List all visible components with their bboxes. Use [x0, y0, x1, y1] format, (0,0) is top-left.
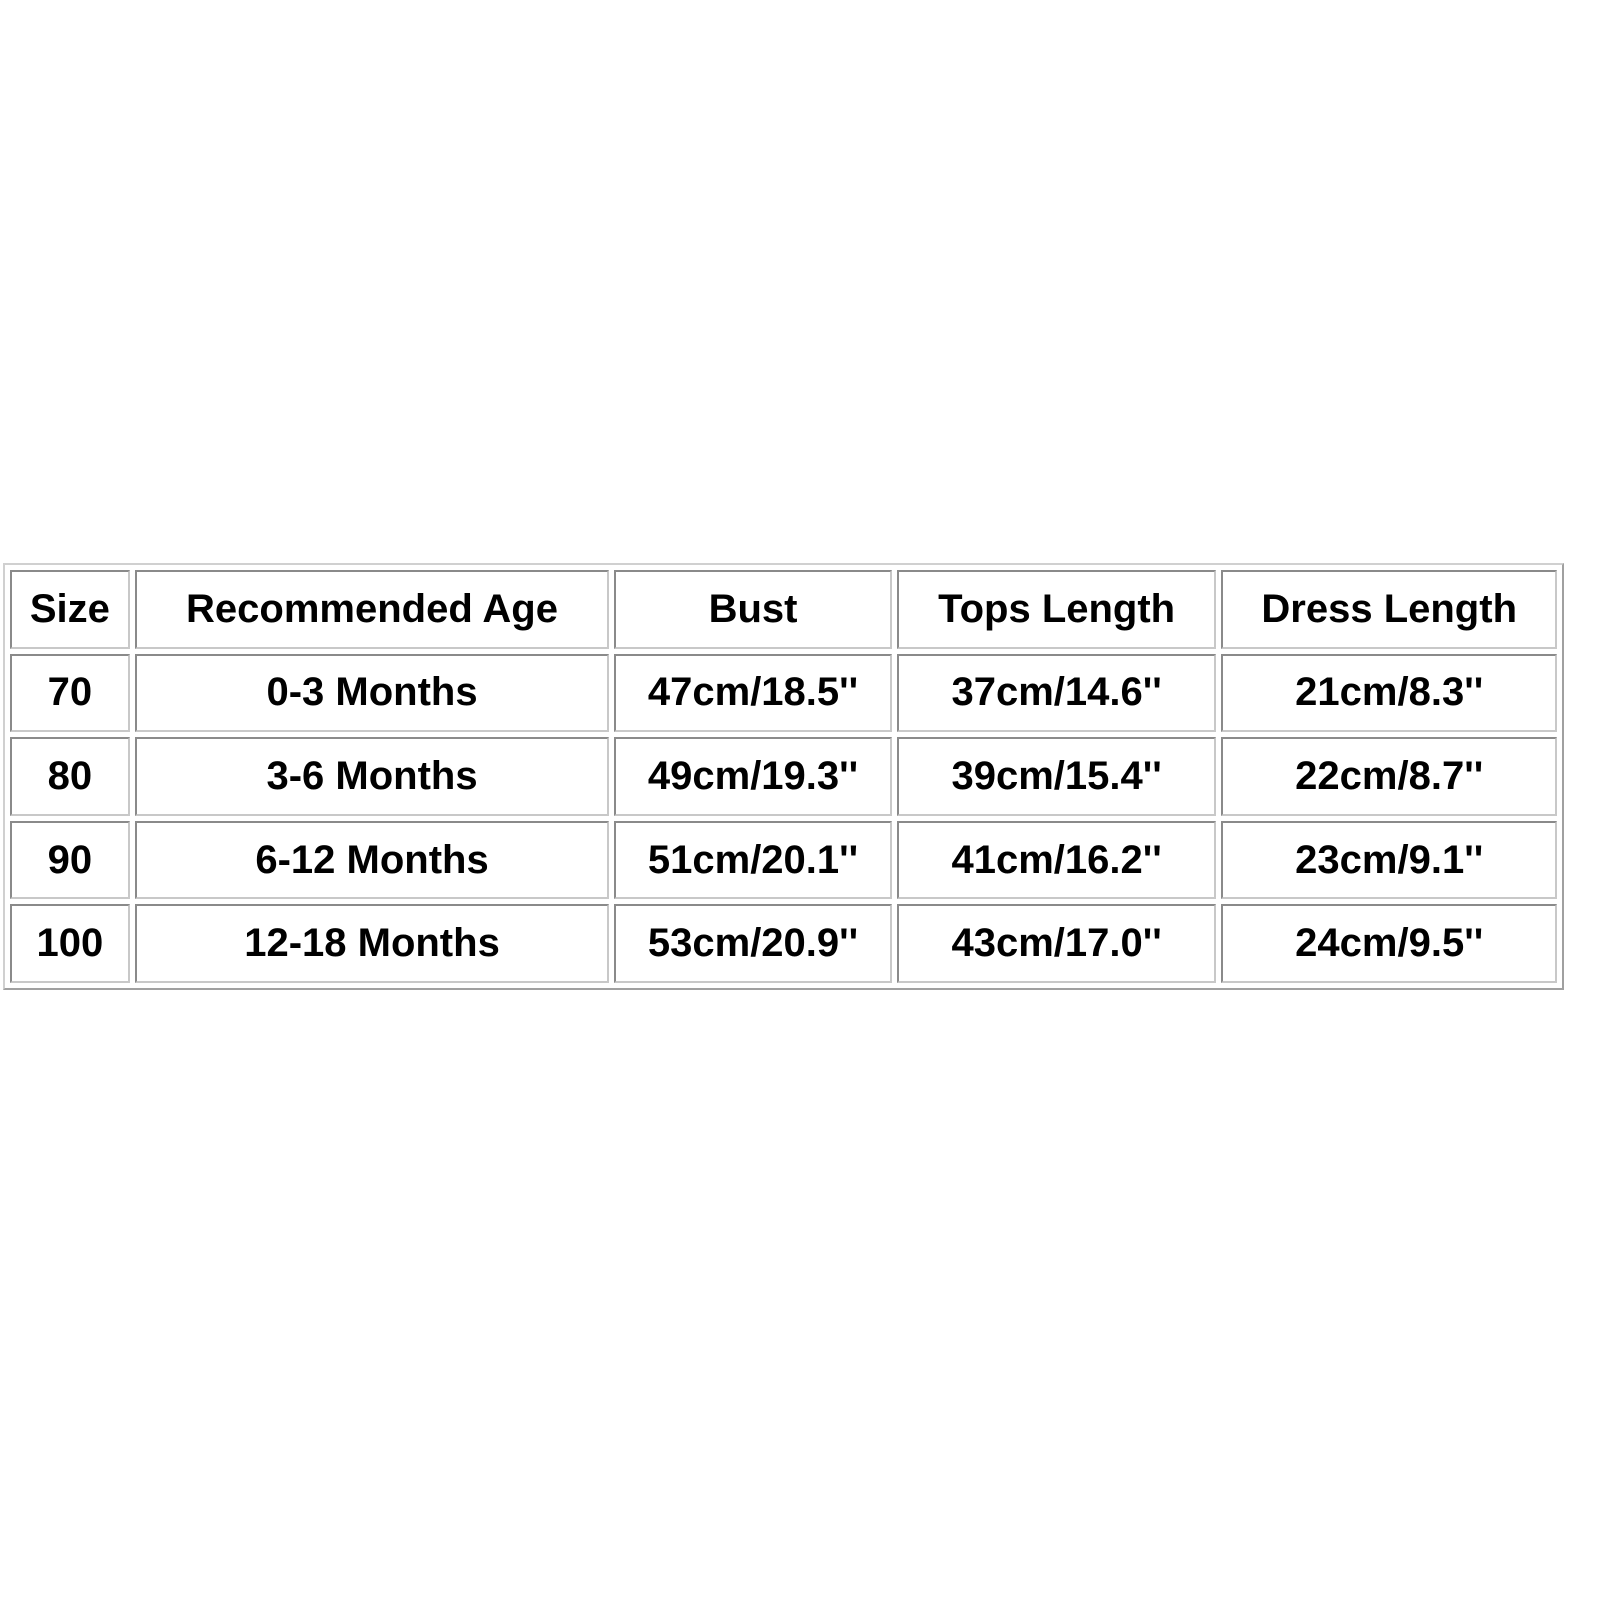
size-chart-table: Size Recommended Age Bust Tops Length Dr…	[3, 563, 1564, 990]
cell-bust: 49cm/19.3''	[614, 737, 892, 816]
cell-size: 100	[10, 904, 130, 983]
cell-size: 80	[10, 737, 130, 816]
cell-age: 6-12 Months	[134, 820, 610, 900]
cell-tops-length: 37cm/14.6''	[896, 653, 1217, 733]
cell-bust: 47cm/18.5''	[614, 653, 892, 733]
table-row: 100 12-18 Months 53cm/20.9'' 43cm/17.0''…	[10, 904, 1557, 983]
cell-dress-length: 23cm/9.1''	[1221, 820, 1557, 900]
cell-dress-length: 22cm/8.7''	[1221, 737, 1557, 816]
cell-bust: 53cm/20.9''	[614, 904, 892, 983]
header-tops-length: Tops Length	[896, 570, 1217, 649]
cell-tops-length: 43cm/17.0''	[896, 904, 1217, 983]
header-row: Size Recommended Age Bust Tops Length Dr…	[10, 570, 1557, 649]
table-row: 90 6-12 Months 51cm/20.1'' 41cm/16.2'' 2…	[10, 820, 1557, 900]
cell-bust: 51cm/20.1''	[614, 820, 892, 900]
cell-age: 3-6 Months	[134, 737, 610, 816]
table-row: 70 0-3 Months 47cm/18.5'' 37cm/14.6'' 21…	[10, 653, 1557, 733]
cell-dress-length: 21cm/8.3''	[1221, 653, 1557, 733]
cell-size: 90	[10, 820, 130, 900]
cell-tops-length: 41cm/16.2''	[896, 820, 1217, 900]
header-bust: Bust	[614, 570, 892, 649]
cell-size: 70	[10, 653, 130, 733]
cell-dress-length: 24cm/9.5''	[1221, 904, 1557, 983]
header-size: Size	[10, 570, 130, 649]
table-row: 80 3-6 Months 49cm/19.3'' 39cm/15.4'' 22…	[10, 737, 1557, 816]
header-recommended-age: Recommended Age	[134, 570, 610, 649]
cell-tops-length: 39cm/15.4''	[896, 737, 1217, 816]
header-dress-length: Dress Length	[1221, 570, 1557, 649]
cell-age: 0-3 Months	[134, 653, 610, 733]
cell-age: 12-18 Months	[134, 904, 610, 983]
